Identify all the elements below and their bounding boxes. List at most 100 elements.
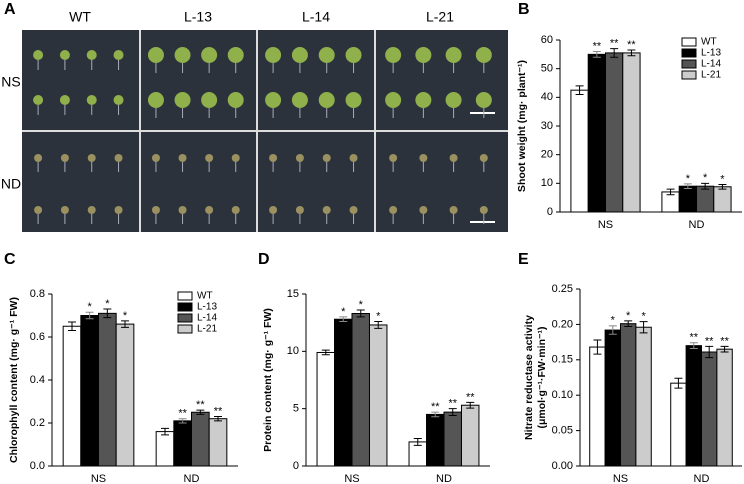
seedling xyxy=(445,92,462,108)
seedling xyxy=(389,154,398,162)
seedling xyxy=(113,50,124,60)
seedling xyxy=(87,206,96,214)
significance-label: * xyxy=(641,310,646,322)
legend-label: WT xyxy=(701,37,717,48)
seedling xyxy=(475,92,492,108)
seedling xyxy=(349,154,358,162)
y-axis-label: Chlorophyll content (mg· g⁻¹ FW) xyxy=(8,297,20,463)
seedling xyxy=(322,154,331,162)
x-tick-label: ND xyxy=(184,473,200,484)
error-bar xyxy=(196,409,205,415)
seedling xyxy=(291,92,308,108)
seedling xyxy=(87,154,96,162)
error-bar xyxy=(674,377,683,389)
error-bar xyxy=(701,182,710,190)
bar xyxy=(701,351,718,467)
legend-label: L-14 xyxy=(197,313,217,324)
seedling xyxy=(345,47,362,63)
bar xyxy=(605,52,624,213)
y-tick-label: 0.2 xyxy=(30,417,45,429)
x-tick-label: ND xyxy=(694,473,710,484)
seedling xyxy=(201,92,218,108)
bar xyxy=(716,348,733,467)
significance-label: * xyxy=(359,299,364,311)
bar xyxy=(155,431,175,467)
y-tick-label: 0 xyxy=(293,460,299,472)
seedling xyxy=(318,47,335,63)
legend-swatch xyxy=(681,37,697,47)
bar xyxy=(622,52,641,213)
bar xyxy=(173,420,193,467)
seedling xyxy=(419,154,428,162)
y-tick-label: 5 xyxy=(293,403,299,415)
seedling xyxy=(265,92,282,108)
seedling xyxy=(178,206,187,214)
legend-label: L-21 xyxy=(701,70,721,81)
y-tick-label: 0.6 xyxy=(30,331,45,343)
significance-label: ** xyxy=(448,398,457,410)
y-tick-label: 0.15 xyxy=(552,354,573,366)
bar xyxy=(115,323,135,467)
error-bar xyxy=(178,418,187,424)
legend-swatch xyxy=(177,324,193,334)
significance-label: ** xyxy=(610,38,619,50)
seedling xyxy=(205,206,214,214)
x-tick-label: NS xyxy=(598,219,613,231)
bar xyxy=(635,326,652,467)
seedling xyxy=(227,92,244,108)
y-tick-label: 0.05 xyxy=(552,425,573,437)
legend-swatch xyxy=(177,291,193,301)
seedling xyxy=(389,206,398,214)
error-bar xyxy=(466,401,475,409)
y-tick-label: 10 xyxy=(541,177,553,189)
bar xyxy=(587,53,607,213)
error-bar xyxy=(689,342,698,349)
seedling xyxy=(445,47,462,63)
error-bar xyxy=(339,316,348,323)
y-tick-label: 0 xyxy=(547,206,553,218)
bar xyxy=(620,323,637,467)
seedling xyxy=(60,154,69,162)
significance-label: ** xyxy=(705,335,714,347)
y-tick-label: 0.20 xyxy=(552,318,573,330)
legend-label: L-13 xyxy=(701,48,721,59)
column-label: L-14 xyxy=(302,9,330,25)
seedling xyxy=(205,154,214,162)
y-tick-label: 0.8 xyxy=(30,288,45,300)
legend-swatch xyxy=(681,70,697,80)
seedling xyxy=(59,50,70,60)
column-label: L-13 xyxy=(184,9,212,25)
error-bar xyxy=(592,50,601,58)
seedling xyxy=(419,206,428,214)
seedling xyxy=(318,92,335,108)
bar xyxy=(460,404,480,467)
significance-label: * xyxy=(376,310,381,322)
error-bar xyxy=(160,427,169,436)
seedling xyxy=(231,206,240,214)
bar xyxy=(670,382,687,467)
y-tick-label: 0.25 xyxy=(552,283,573,295)
panel-label: A xyxy=(4,1,16,18)
seedling xyxy=(34,154,43,162)
error-bar xyxy=(593,339,602,355)
significance-label: ** xyxy=(214,405,223,417)
seedling xyxy=(291,47,308,63)
seedling xyxy=(345,92,362,108)
seedling xyxy=(475,47,492,63)
bar xyxy=(316,351,336,467)
seedling xyxy=(415,92,432,108)
significance-label: * xyxy=(611,315,616,327)
significance-label: * xyxy=(341,306,346,318)
error-bar xyxy=(374,321,383,329)
seedling xyxy=(269,206,278,214)
error-bar xyxy=(718,183,727,190)
legend-label: L-21 xyxy=(197,324,217,335)
x-tick-label: NS xyxy=(344,473,359,484)
y-axis-label: Protein content (mg· g⁻¹ FW) xyxy=(262,308,274,452)
bar xyxy=(191,411,210,467)
y-tick-label: 30 xyxy=(541,120,553,132)
seedling xyxy=(113,95,124,105)
significance-label: ** xyxy=(690,332,699,344)
legend-label: WT xyxy=(197,291,213,302)
